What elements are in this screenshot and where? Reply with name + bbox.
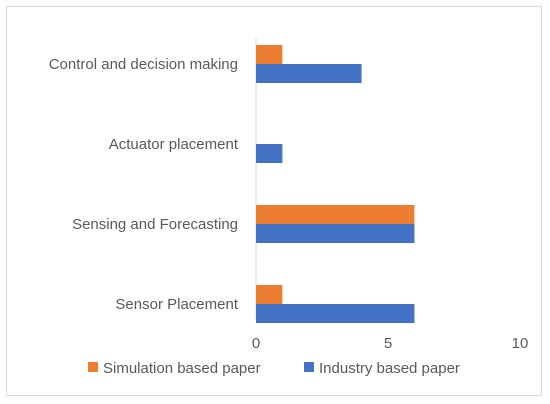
legend-swatch-industry (304, 362, 314, 372)
x-tick-label: 0 (252, 335, 260, 352)
bar-simulation (256, 205, 415, 224)
category-labels: Control and decision making Actuator plac… (49, 56, 239, 313)
bar-simulation (256, 285, 283, 304)
legend: Simulation based paper Industry based pa… (88, 360, 460, 377)
category-label: Control and decision making (49, 56, 238, 73)
bar-industry (256, 224, 415, 243)
category-label: Sensor Placement (115, 296, 238, 313)
bar-industry (256, 144, 283, 163)
bars (256, 45, 415, 323)
legend-label-industry: Industry based paper (319, 360, 460, 377)
category-label: Sensing and Forecasting (72, 216, 238, 233)
x-tick-labels: 0 5 10 (252, 335, 529, 352)
bar-industry (256, 304, 415, 323)
x-tick-label: 5 (384, 335, 392, 352)
category-label: Actuator placement (109, 136, 239, 153)
legend-label-simulation: Simulation based paper (103, 360, 261, 377)
legend-swatch-simulation (88, 362, 98, 372)
bar-industry (256, 64, 362, 83)
bar-simulation (256, 45, 283, 64)
x-tick-label: 10 (512, 335, 529, 352)
